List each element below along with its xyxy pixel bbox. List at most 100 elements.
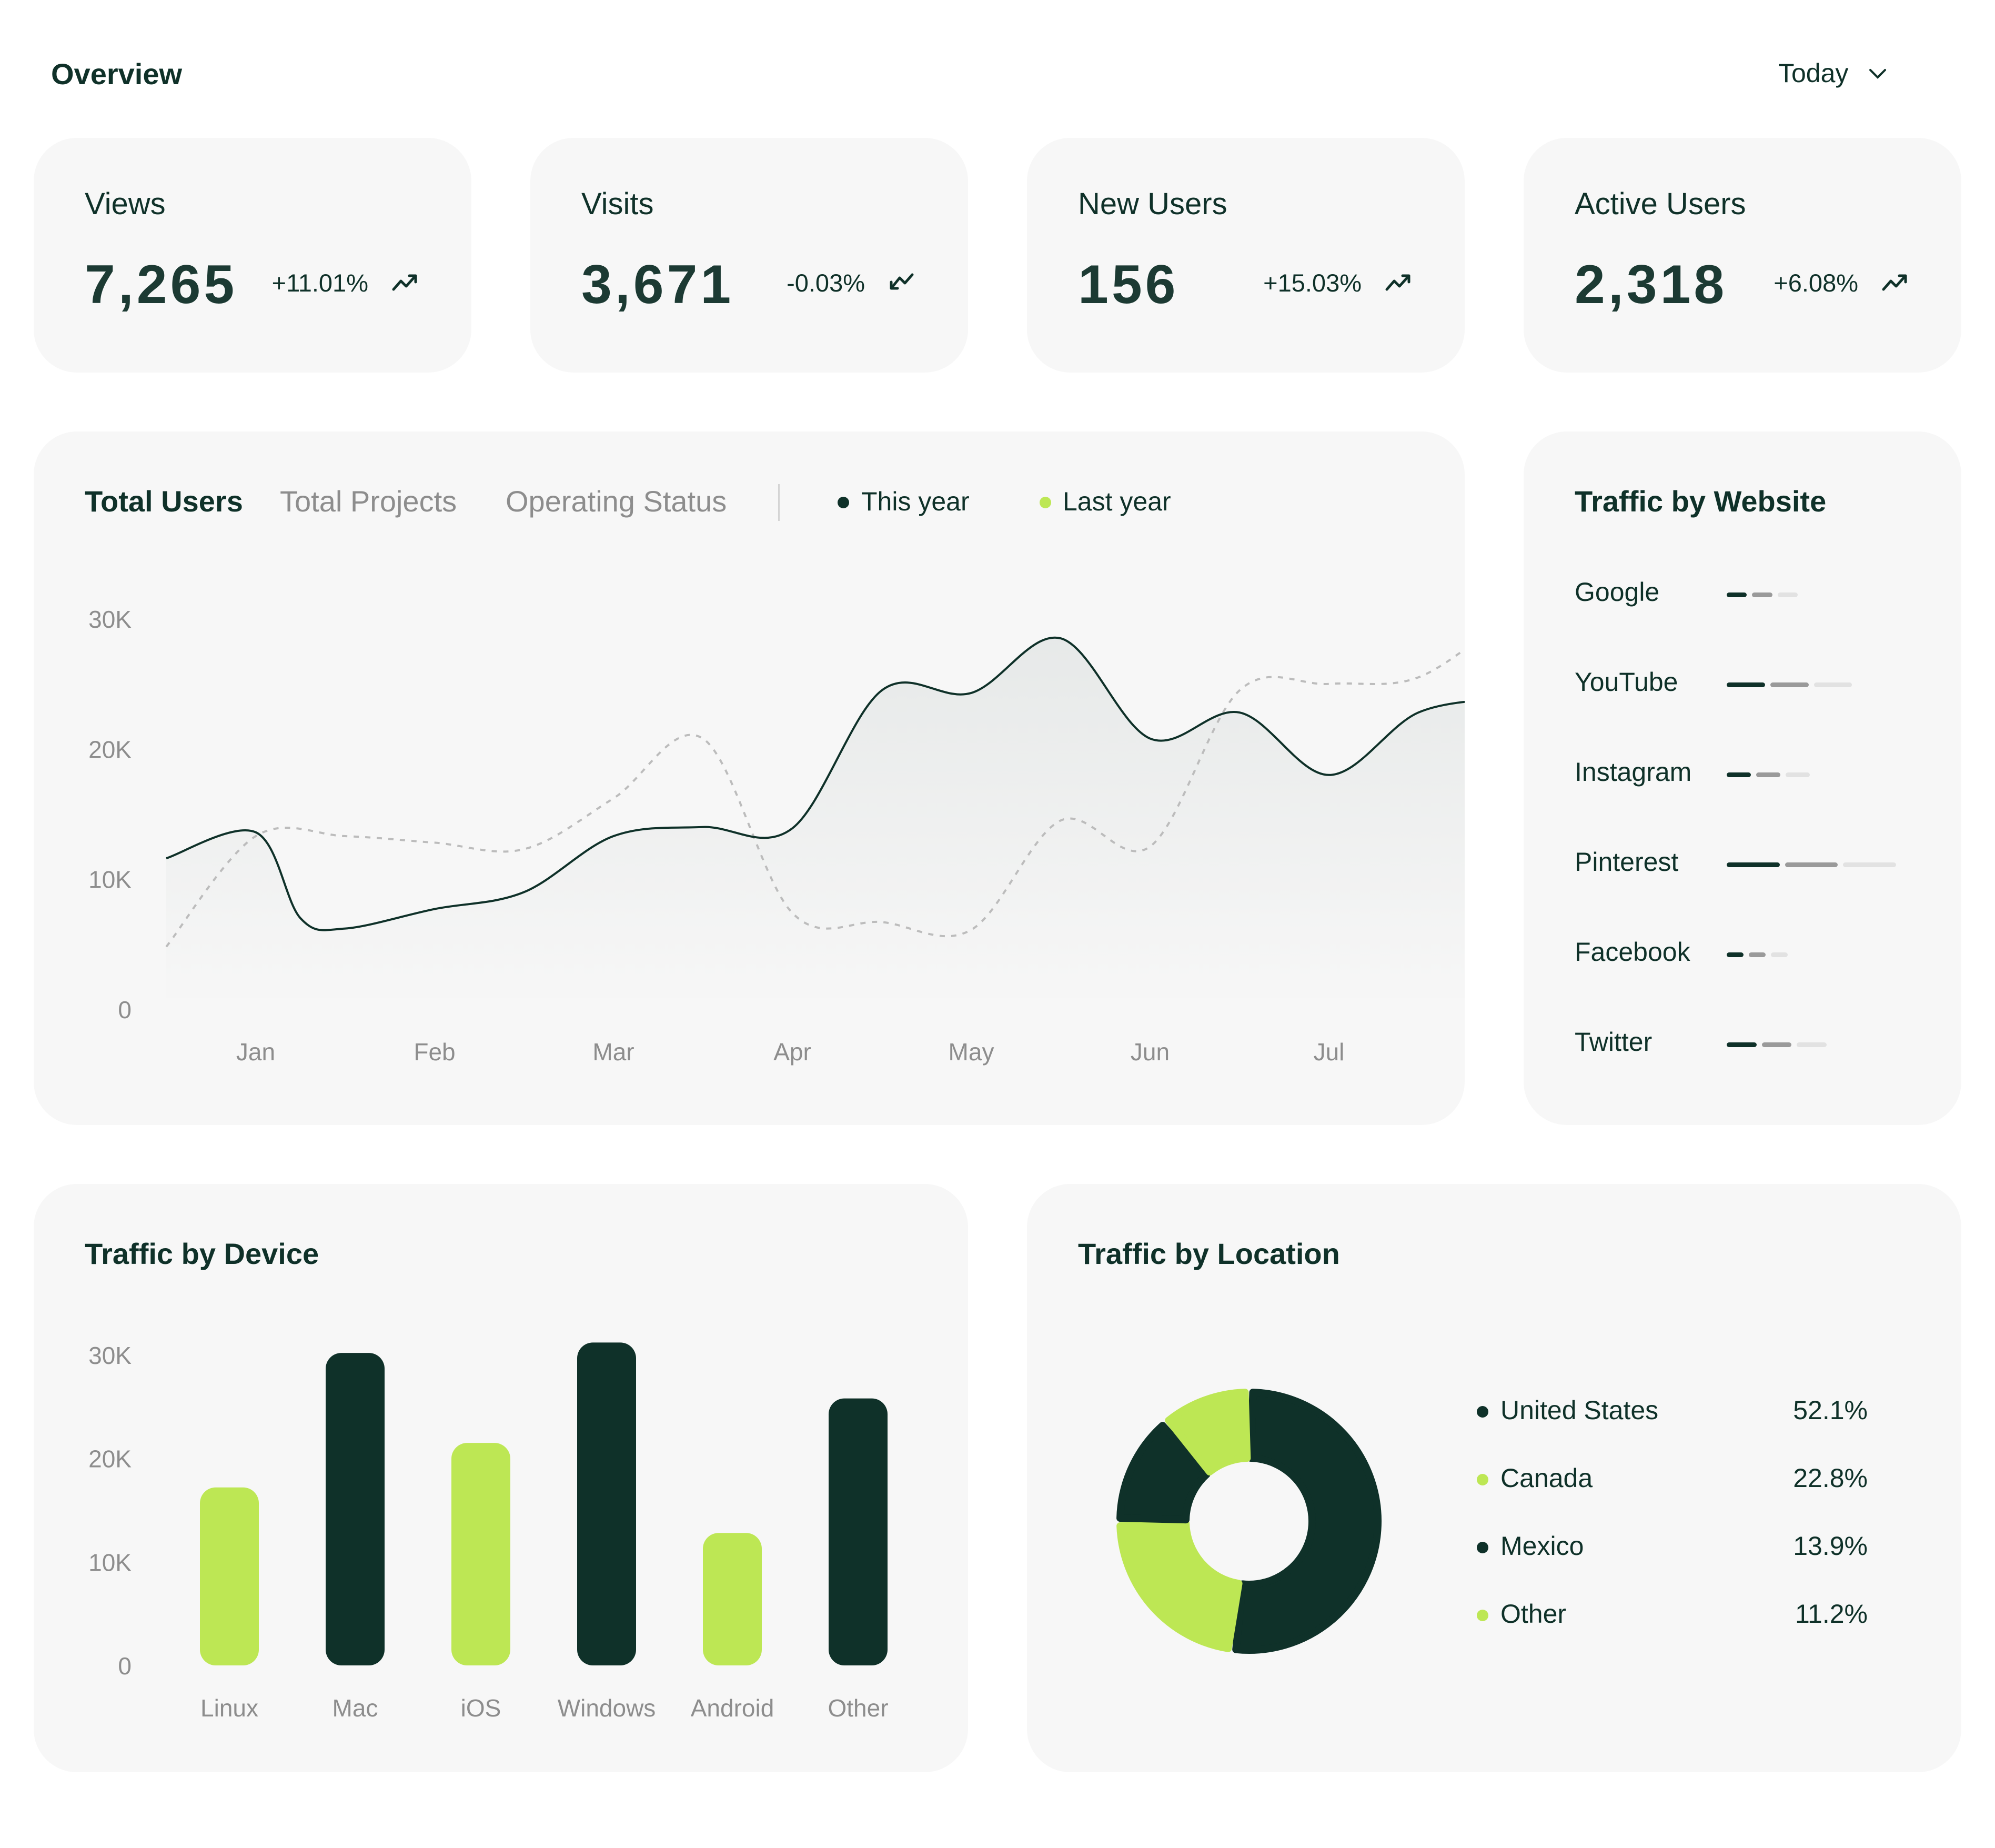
location-name: United States [1500,1395,1659,1425]
tab-divider [778,484,780,521]
website-bar-segment [1727,952,1744,957]
donut-slice-canada [1116,1520,1243,1652]
tab-total-projects[interactable]: Total Projects [280,485,457,518]
bar-ios [451,1443,510,1665]
bar-other [829,1398,888,1665]
y-tick-label: 10K [88,1549,132,1576]
trend-up-icon [1385,274,1410,291]
x-tick-label: Jun [1131,1038,1170,1066]
stat-card-active-users: Active Users 2,318 +6.08% [1524,138,1961,373]
location-percent: 52.1% [1793,1395,1868,1425]
stat-change: +15.03% [1263,269,1362,297]
website-bar-segment [1785,862,1838,867]
bar-android [703,1533,762,1665]
website-bar-segment [1761,1042,1792,1047]
x-tick-label: iOS [461,1694,501,1722]
website-item-google: Google [1575,577,1660,607]
legend-dot [1477,1610,1488,1621]
stat-value: 3,671 [581,254,734,315]
website-bar-segment [1777,592,1798,597]
website-item-instagram: Instagram [1575,757,1692,787]
legend-dot-this-year [838,497,849,508]
location-percent: 11.2% [1795,1599,1868,1629]
legend-dot [1477,1474,1488,1485]
x-tick-label: Feb [414,1038,455,1066]
traffic-by-website-card: Traffic by Website Google YouTube Instagra… [1524,431,1961,1125]
users-line-chart: 0 10K 20K 30K Jan Feb Mar Apr May Jun Jul [88,606,1465,1066]
website-bar-segment [1756,772,1780,777]
website-item-pinterest: Pinterest [1575,847,1679,877]
website-bar-segment [1752,592,1772,597]
x-tick-label: Mar [592,1038,634,1066]
x-tick-label: Android [691,1694,774,1722]
this-year-area [166,637,1465,1009]
chevron-down-icon [1869,69,1887,79]
page-title: Overview [51,57,183,91]
website-bar-segment [1785,772,1810,777]
x-tick-label: Linux [200,1694,258,1722]
x-tick-label: Jul [1314,1038,1345,1066]
x-tick-label: Jan [236,1038,275,1066]
website-bar-segment [1770,952,1788,957]
trend-up-icon [392,274,417,291]
period-label: Today [1778,58,1849,88]
legend-dot [1477,1406,1488,1418]
location-percent: 13.9% [1793,1531,1868,1561]
traffic-by-website-title: Traffic by Website [1575,485,1827,518]
website-bar-segment [1727,862,1780,867]
trend-up-icon [1882,274,1907,291]
donut-slice-united-states [1232,1389,1382,1654]
series-line-this-year [166,636,1465,931]
traffic-by-device-card: Traffic by Device 0 10K 20K 30K Linux Mac iOS W… [34,1184,968,1772]
stat-label: Visits [581,187,654,221]
website-bar-segment [1727,1042,1757,1047]
website-bar-segment [1843,862,1896,867]
stat-change: +6.08% [1774,269,1858,297]
location-name: Canada [1500,1463,1593,1493]
donut-slice-other [1165,1389,1251,1476]
x-tick-label: Windows [558,1694,656,1722]
traffic-by-location-card: Traffic by Location United States 52.1% Ca… [1027,1184,1961,1772]
legend-dot-last-year [1040,497,1051,508]
stat-label: Views [85,187,166,221]
stat-label: Active Users [1575,187,1746,221]
website-item-youtube: YouTube [1575,667,1678,697]
x-tick-label: Other [828,1694,888,1722]
stat-card-views: Views 7,265 +11.01% [34,138,471,373]
trend-down-icon [890,273,914,290]
y-tick-label: 20K [88,736,132,763]
x-tick-label: May [949,1038,994,1066]
website-bar-segment [1770,682,1809,687]
bar-linux [200,1487,259,1665]
device-bar-chart: 0 10K 20K 30K Linux Mac iOS Windows Android Other [88,1342,888,1722]
total-users-card: Total Users Total Projects Operating Sta… [34,431,1465,1125]
bar-mac [326,1353,385,1665]
y-tick-label: 30K [88,1342,132,1369]
y-tick-label: 20K [88,1445,132,1473]
tab-total-users[interactable]: Total Users [85,485,243,518]
traffic-by-location-title: Traffic by Location [1078,1237,1340,1270]
location-donut-chart [1116,1389,1382,1654]
stat-value: 7,265 [85,254,238,315]
x-tick-label: Apr [773,1038,811,1066]
website-bar-segment [1748,952,1766,957]
y-tick-label: 0 [118,1652,132,1680]
stat-change: -0.03% [787,269,865,297]
website-item-twitter: Twitter [1575,1027,1653,1057]
stat-card-visits: Visits 3,671 -0.03% [530,138,968,373]
website-item-facebook: Facebook [1575,937,1690,967]
y-tick-label: 30K [88,606,132,633]
donut-slice-mexico [1116,1422,1211,1524]
stat-value: 156 [1078,254,1179,315]
website-bar-segment [1727,772,1751,777]
location-name: Mexico [1500,1531,1584,1561]
stat-label: New Users [1078,187,1227,221]
y-tick-label: 10K [88,866,132,893]
stat-card-new-users: New Users 156 +15.03% [1027,138,1465,373]
tab-operating-status[interactable]: Operating Status [506,485,727,518]
website-bar-segment [1727,592,1747,597]
legend-this-year: This year [861,487,970,516]
x-tick-label: Mac [332,1694,378,1722]
period-selector[interactable]: Today [1778,55,1888,92]
stat-change: +11.01% [271,269,368,297]
